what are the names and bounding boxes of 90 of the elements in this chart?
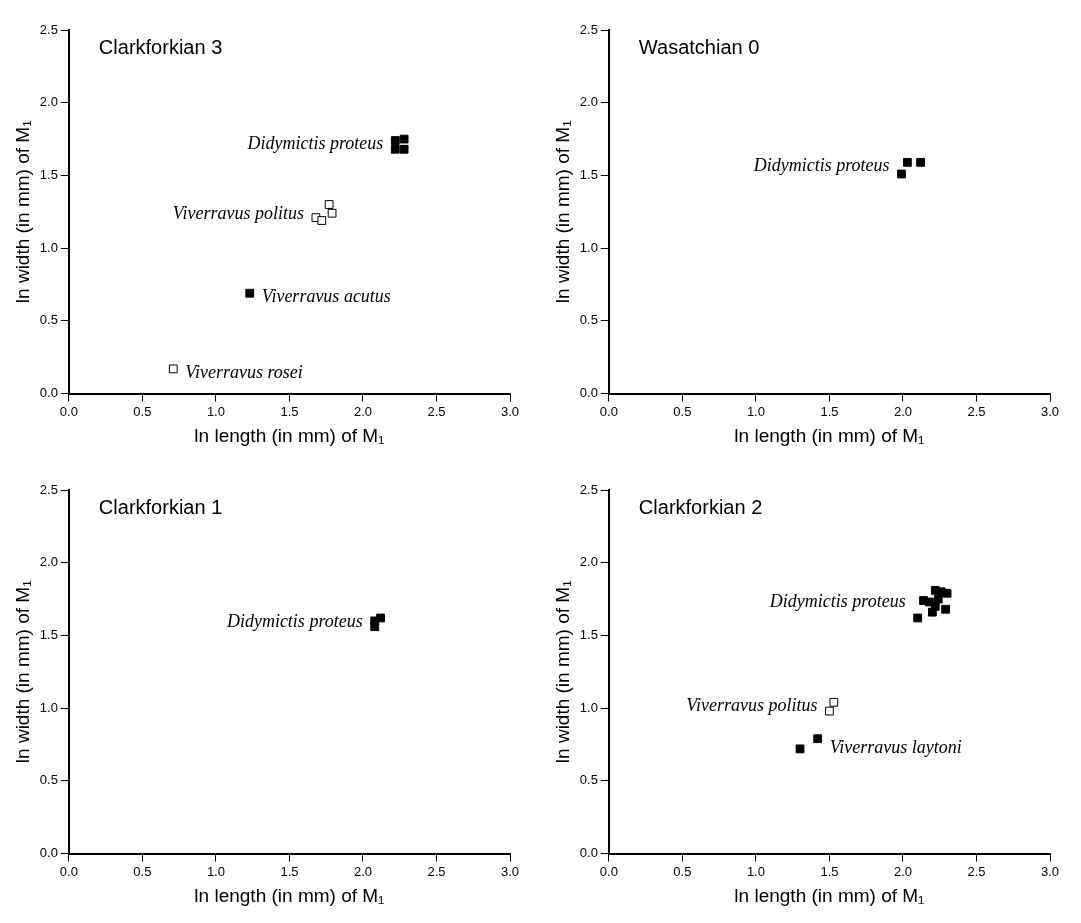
x-axis-title: ln length (in mm) of M₁ [734, 884, 925, 906]
x-tick-label: 3.0 [500, 403, 520, 419]
x-tick-label: 1.5 [820, 403, 839, 419]
x-tick-label: 3.0 [500, 863, 520, 879]
x-tick-label: 1.5 [820, 863, 839, 879]
y-tick-label: 1.0 [39, 699, 58, 715]
point [795, 744, 805, 754]
x-axis-title: ln length (in mm) of M₁ [194, 424, 385, 446]
x-axis-title: ln length (in mm) of M₁ [734, 424, 925, 446]
series-label: Didymictis proteus [768, 591, 906, 612]
x-tick-label: 1.0 [746, 863, 765, 879]
chart-title: Clarkforkian 3 [98, 35, 223, 58]
y-tick-label: 0.0 [579, 845, 598, 861]
x-tick-label: 1.0 [746, 403, 765, 419]
series-label: Viverravus laytoni [829, 736, 962, 757]
x-tick-label: 0.0 [59, 863, 78, 879]
y-tick-label: 2.5 [579, 481, 598, 497]
x-axis-title: ln length (in mm) of M₁ [194, 884, 385, 906]
y-tick-label: 1.5 [39, 167, 58, 183]
point [941, 604, 950, 614]
point [327, 208, 337, 218]
y-tick-label: 0.0 [39, 845, 58, 861]
x-tick-label: 1.5 [280, 863, 299, 879]
series-label: Viverravus politus [172, 202, 304, 223]
point [390, 136, 400, 145]
x-tick-label: 0.5 [673, 403, 692, 419]
x-tick-label: 2.5 [427, 403, 446, 419]
x-tick-label: 1.0 [206, 403, 225, 419]
x-tick-label: 0.0 [599, 863, 618, 879]
point [813, 734, 823, 744]
y-tick-label: 1.0 [579, 699, 598, 715]
y-axis-title: ln width (in mm) of M₁ [551, 580, 573, 764]
y-tick-label: 2.0 [579, 554, 598, 570]
y-tick-label: 2.0 [39, 94, 58, 110]
x-tick-label: 0.5 [133, 403, 152, 419]
point [245, 288, 255, 298]
x-tick-label: 2.5 [427, 863, 446, 879]
x-tick-label: 2.0 [353, 863, 372, 879]
y-tick-label: 0.0 [39, 385, 58, 401]
x-tick-label: 2.0 [893, 403, 912, 419]
y-tick-label: 0.5 [579, 772, 598, 788]
y-axis-title: ln width (in mm) of M₁ [11, 580, 33, 764]
point [925, 597, 934, 607]
x-tick-label: 1.5 [280, 403, 299, 419]
point [942, 588, 952, 598]
chart-title: Clarkforkian 2 [638, 495, 763, 518]
y-tick-label: 1.5 [579, 167, 598, 183]
y-tick-label: 1.5 [579, 627, 598, 643]
x-tick-label: 3.0 [1040, 863, 1060, 879]
x-tick-label: 0.0 [59, 403, 78, 419]
y-tick-label: 1.5 [39, 627, 58, 643]
y-tick-label: 2.5 [579, 21, 598, 37]
series-label: Didymictis proteus [752, 154, 890, 175]
series-label: Didymictis proteus [246, 133, 384, 154]
point [399, 144, 409, 154]
y-tick-label: 1.0 [579, 239, 598, 255]
point [829, 697, 839, 707]
y-tick-label: 0.0 [579, 385, 598, 401]
series-label: Viverravus rosei [185, 361, 303, 382]
point [913, 613, 923, 623]
chart-title: Wasatchian 0 [638, 35, 760, 58]
y-tick-label: 1.0 [39, 239, 58, 255]
x-tick-label: 3.0 [1040, 403, 1060, 419]
x-tick-label: 2.0 [893, 863, 912, 879]
x-tick-label: 0.5 [673, 863, 692, 879]
series-label: Didymictis proteus [225, 610, 363, 631]
series-label: Viverravus acutus [261, 285, 391, 306]
y-axis-title: ln width (in mm) of M₁ [11, 120, 33, 304]
y-tick-label: 2.5 [39, 21, 58, 37]
series-label: Viverravus politus [686, 695, 818, 716]
x-tick-label: 0.5 [133, 863, 152, 879]
point [399, 134, 409, 144]
y-tick-label: 0.5 [39, 312, 58, 328]
point [324, 200, 334, 209]
x-tick-label: 0.0 [599, 403, 618, 419]
point [390, 144, 400, 154]
x-tick-label: 1.0 [206, 863, 225, 879]
y-tick-label: 2.0 [39, 554, 58, 570]
y-tick-label: 0.5 [579, 312, 598, 328]
point [317, 216, 327, 225]
y-tick-label: 0.5 [39, 772, 58, 788]
y-tick-label: 2.0 [579, 94, 598, 110]
point [168, 364, 178, 374]
x-tick-label: 2.5 [967, 403, 986, 419]
y-axis-title: ln width (in mm) of M₁ [551, 120, 573, 304]
chart-title: Clarkforkian 1 [98, 495, 223, 518]
y-tick-label: 2.5 [39, 481, 58, 497]
x-tick-label: 2.0 [353, 403, 372, 419]
x-tick-label: 2.5 [967, 863, 986, 879]
point [825, 706, 834, 716]
